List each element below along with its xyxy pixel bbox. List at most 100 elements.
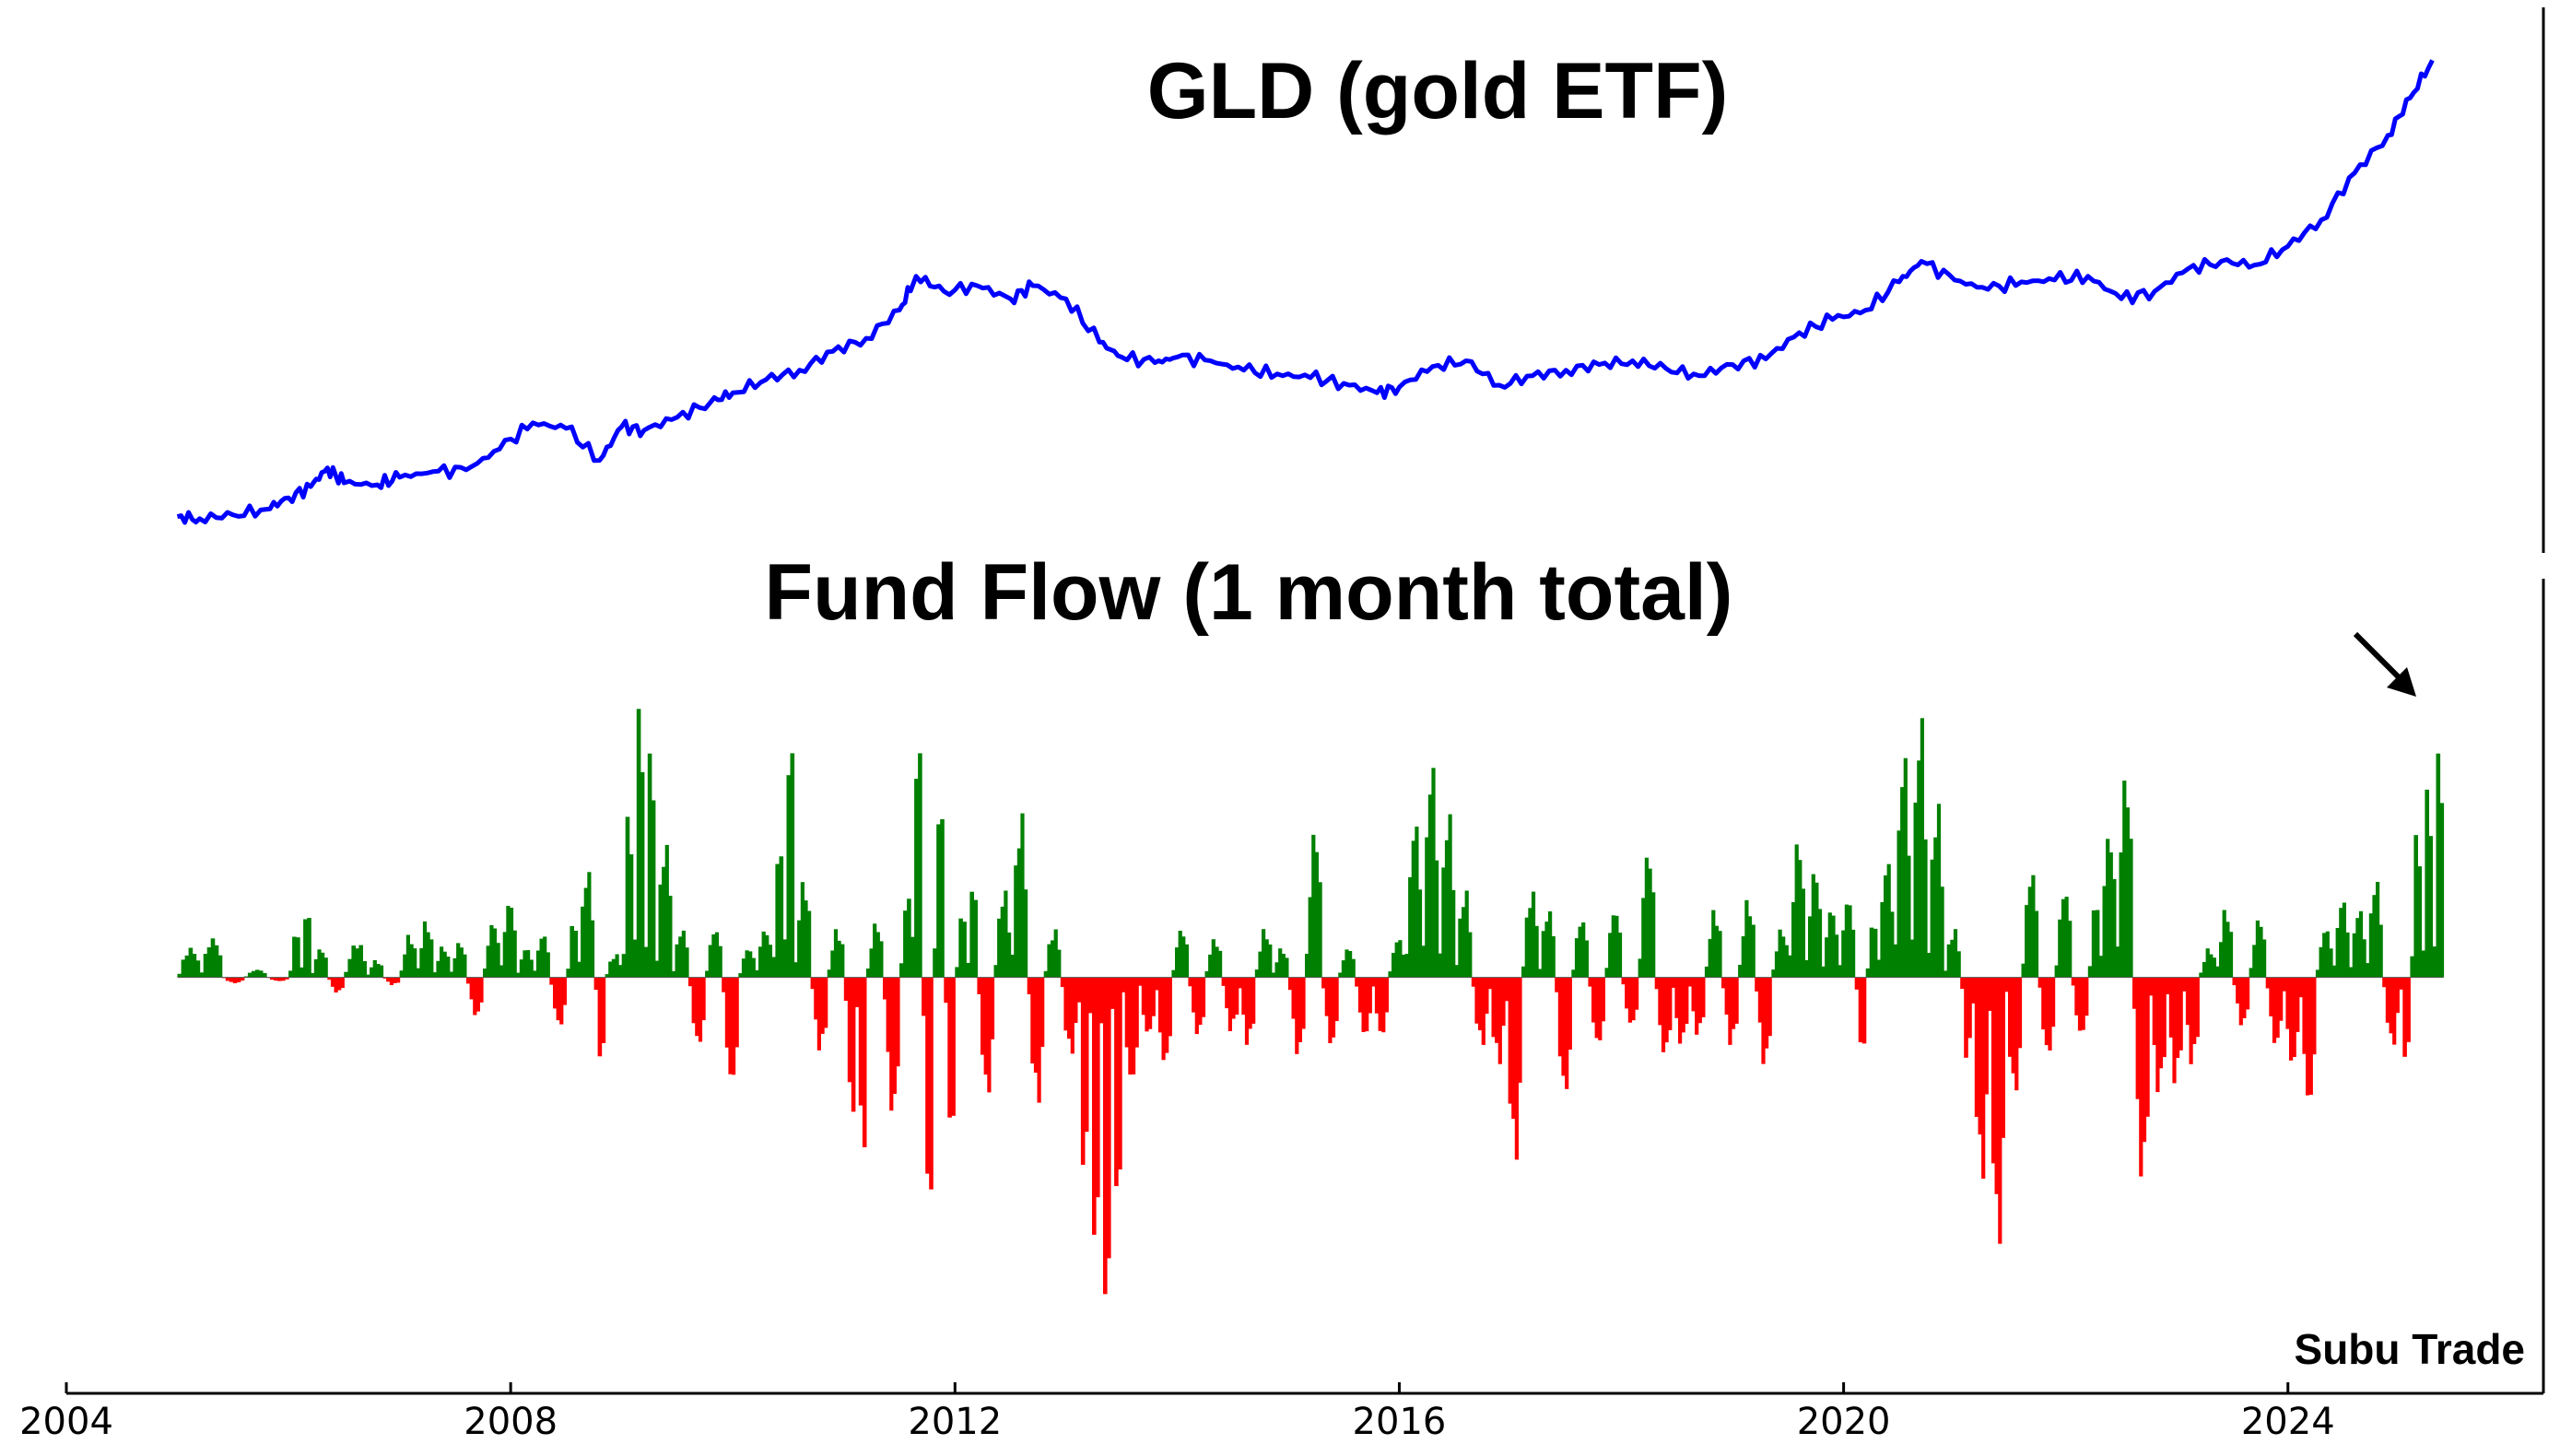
flow-bar (2378, 924, 2383, 978)
flow-bar (351, 945, 356, 978)
flow-bar (2041, 977, 2046, 1030)
flow-bar (463, 954, 467, 978)
flow-bar (366, 974, 370, 978)
flow-bar (376, 964, 381, 978)
fund-flow-bars (177, 709, 2445, 1295)
flow-bar (2392, 977, 2397, 1045)
flow-bar (330, 977, 335, 987)
flow-bar (851, 977, 856, 1112)
flow-bar (1241, 977, 1246, 1016)
flow-bar (625, 816, 630, 978)
flow-bar (1168, 977, 1172, 1037)
flow-bar (1920, 718, 1924, 978)
flow-bar (2084, 977, 2089, 1016)
flow-bar (577, 961, 581, 978)
flow-bar (236, 977, 241, 982)
flow-bar (2115, 946, 2120, 978)
flow-bar (2368, 913, 2373, 978)
flow-bar (1478, 977, 1483, 1030)
flow-bar (1565, 977, 1569, 1089)
flow-bar (1821, 966, 1826, 978)
flow-bar (1734, 977, 1739, 1024)
flow-bar (1341, 960, 1345, 978)
flow-bar (745, 950, 749, 978)
flow-bar (1351, 958, 1356, 978)
flow-bar (1421, 945, 1426, 978)
flow-bar (2044, 977, 2049, 1046)
flow-bar (2269, 977, 2273, 1016)
flow-bar (1890, 911, 1895, 978)
flow-bar (192, 954, 197, 978)
flow-bar (2402, 977, 2407, 1057)
flow-bar (1248, 977, 1252, 1029)
flow-bar (1374, 977, 1380, 1014)
flow-bar (816, 977, 821, 1051)
flow-bar (2225, 922, 2230, 978)
flow-bar (1601, 977, 1605, 1022)
flow-bar (775, 863, 780, 978)
flow-bar (1838, 965, 1842, 978)
x-tick-label: 2016 (1353, 1401, 1447, 1443)
flow-bar (1784, 945, 1789, 978)
flow-bar (1345, 949, 1349, 978)
flow-bar (1037, 977, 1041, 1103)
flow-bar (1258, 951, 1262, 978)
flow-bar (1238, 977, 1242, 989)
flow-bar (1956, 951, 1961, 978)
flow-bar (896, 977, 900, 1067)
flow-bar (1557, 977, 1562, 1057)
flow-bar (1936, 804, 1942, 978)
flow-bar (2199, 972, 2203, 978)
flow-bar (768, 945, 772, 978)
flow-bar (496, 943, 500, 978)
flow-bar (1361, 977, 1366, 1032)
flow-bar (1211, 939, 1215, 978)
flow-bar (786, 775, 792, 978)
flow-bar (1621, 977, 1626, 985)
flow-bar (1043, 970, 1048, 978)
flow-bar (2265, 977, 2270, 989)
flow-bar (1953, 929, 1958, 978)
flow-bar (1394, 942, 1399, 978)
flow-bar (512, 930, 517, 978)
flow-bar (618, 965, 623, 978)
flow-bar (2395, 977, 2400, 1014)
flow-bar (1900, 787, 1905, 978)
flow-bar (2296, 977, 2300, 1032)
flow-bar (2071, 977, 2075, 986)
flow-bar (824, 977, 828, 1028)
flow-bar (405, 934, 410, 978)
flow-bar (922, 977, 926, 1016)
flow-bar (593, 977, 599, 991)
flow-bar (583, 887, 588, 978)
flow-bar (1080, 977, 1086, 1165)
flow-bar (837, 940, 841, 978)
flow-bar (929, 977, 934, 1190)
flow-bar (1040, 977, 1045, 1047)
flow-bar (419, 947, 424, 978)
flow-bar (1215, 946, 1219, 978)
flow-bar (1943, 970, 1948, 978)
flow-bar (1678, 977, 1683, 1044)
flow-bar (695, 977, 699, 1037)
flow-bar (587, 872, 592, 978)
flow-bar (559, 977, 564, 1025)
flow-bar (790, 753, 795, 978)
flow-bar (1278, 948, 1283, 978)
flow-bar (1869, 927, 1874, 978)
flow-bar (2385, 977, 2390, 1023)
flow-bar (2275, 977, 2280, 1039)
flow-bar (203, 954, 208, 978)
flow-bar (1615, 915, 1619, 978)
flow-bar (1930, 859, 1934, 978)
flow-bar (389, 977, 393, 985)
flow-bar (2048, 977, 2052, 1051)
flow-bar (2185, 977, 2190, 1026)
flow-bar (1110, 977, 1115, 1009)
flow-bar (1851, 929, 1856, 978)
flow-bar (875, 932, 880, 978)
flow-bar (281, 977, 286, 981)
flow-bar (1235, 977, 1239, 1015)
flow-bar (1644, 857, 1649, 978)
flow-bar (1355, 977, 1359, 987)
